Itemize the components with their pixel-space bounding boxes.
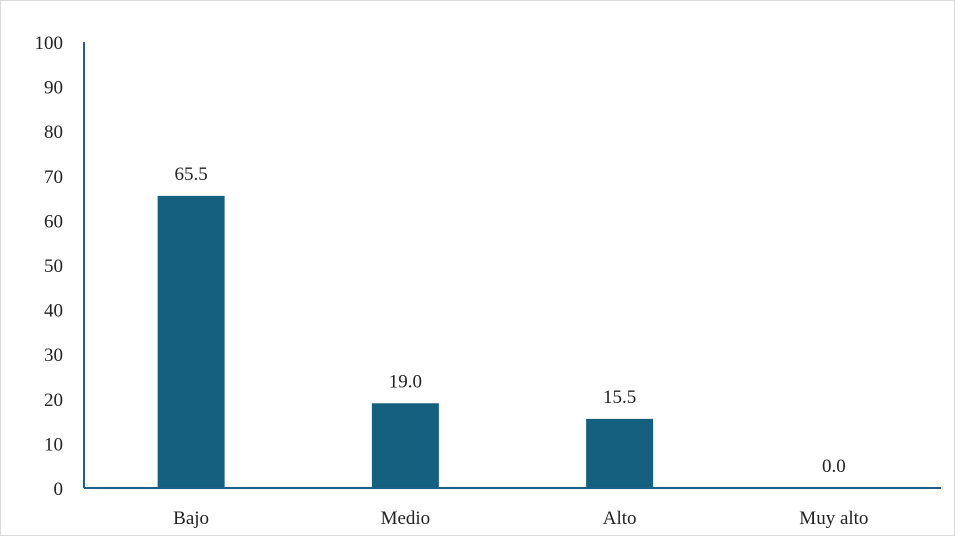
data-label: 0.0 <box>822 456 846 477</box>
data-label: 65.5 <box>175 164 208 185</box>
y-tick-label: 10 <box>44 434 63 455</box>
bars <box>157 195 654 488</box>
y-tick-label: 0 <box>54 479 64 500</box>
x-axis-labels: Bajo Medio Alto Muy alto <box>173 508 868 529</box>
y-tick-label: 40 <box>44 301 63 322</box>
x-tick-label: Muy alto <box>799 508 868 529</box>
x-tick-label: Medio <box>381 508 431 529</box>
y-tick-label: 20 <box>44 390 63 411</box>
bar <box>371 403 439 488</box>
data-labels: 65.5 19.0 15.5 0.0 <box>175 164 846 477</box>
y-tick-label: 100 <box>35 33 64 54</box>
y-tick-label: 30 <box>44 345 63 366</box>
data-label: 15.5 <box>603 387 636 408</box>
data-label: 19.0 <box>389 371 422 392</box>
y-tick-label: 80 <box>44 122 63 143</box>
bar <box>157 195 225 488</box>
x-tick-label: Alto <box>603 508 637 529</box>
y-axis-ticks: 0 10 20 30 40 50 60 70 80 90 100 <box>35 33 64 500</box>
y-tick-label: 70 <box>44 167 63 188</box>
bar <box>586 418 654 488</box>
x-tick-label: Bajo <box>173 508 209 529</box>
y-tick-label: 50 <box>44 256 63 277</box>
y-tick-label: 90 <box>44 78 63 99</box>
y-tick-label: 60 <box>44 211 63 232</box>
